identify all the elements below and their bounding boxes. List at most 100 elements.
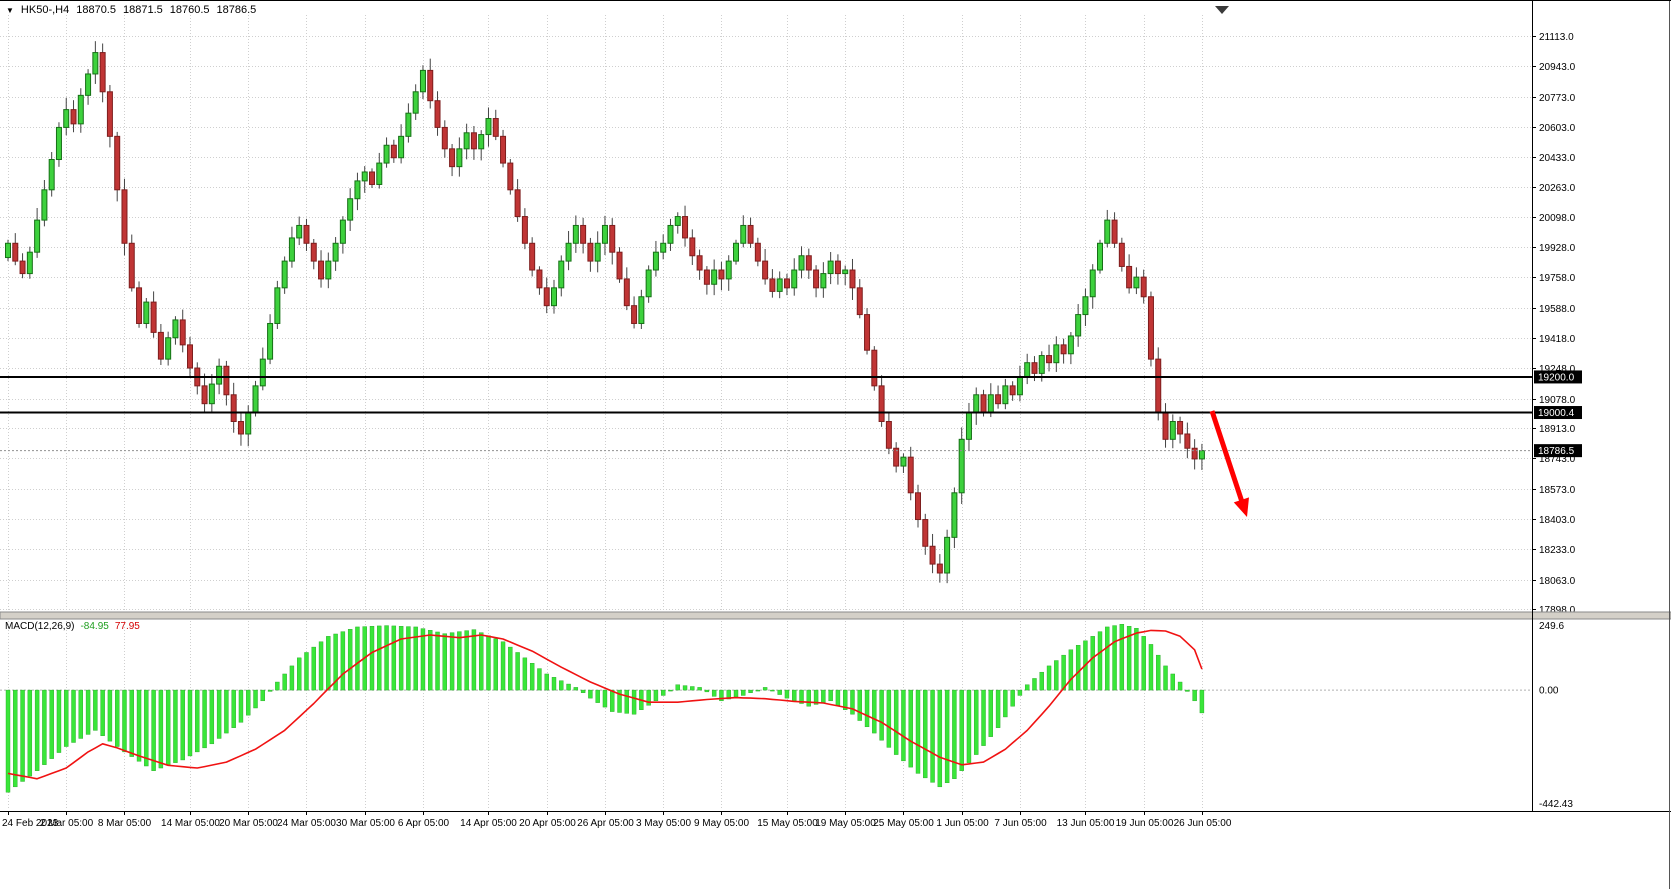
macd-histogram-bar [377,625,382,691]
macd-histogram-bar [835,689,841,706]
candle-body [136,287,143,324]
macd-histogram-bar [1156,654,1161,691]
candle-body [208,383,215,405]
expand-triangle-icon[interactable]: ▼ [6,5,14,15]
candle-body [929,545,936,565]
macd-histogram-bar [1112,625,1117,691]
macd-indicator-header: MACD(12,26,9) -84.95 77.95 [5,621,140,632]
candle-body [500,135,507,164]
trend-arrow-head[interactable] [1233,497,1249,517]
candle-body [390,144,397,159]
symbol-timeframe-label: HK50-,H4 [20,4,70,16]
macd-histogram-bar [260,689,265,702]
macd-histogram-bar [202,689,207,749]
low-value: 18760.5 [169,4,210,16]
macd-histogram-bar [792,689,797,702]
candle-body [405,112,412,137]
candle-body [1031,362,1038,374]
candle-body [106,91,113,137]
candle-body [856,287,863,316]
open-value: 18870.5 [76,4,116,16]
macd-histogram-bar [828,689,833,702]
macd-histogram-bar [682,685,688,691]
macd-histogram-bar [347,629,353,691]
macd-histogram-bar [719,689,724,702]
candle-body [674,216,681,226]
candle-body [1147,296,1154,360]
macd-histogram-bar [129,689,134,757]
price-axis-label: 18573.0 [1539,485,1576,496]
macd-histogram-bar [165,689,171,766]
macd-histogram-bar [107,689,113,742]
close-value: 18786.5 [216,4,257,16]
candle-body [434,100,441,128]
macd-histogram-bar [231,689,236,728]
macd-histogram-bar [857,689,862,721]
candle-body [878,385,885,423]
candle-body [631,305,638,324]
trend-arrow-line[interactable] [1209,410,1246,508]
macd-histogram-bar [1061,654,1066,691]
macd-histogram-bar [697,687,702,691]
price-axis-label: 19078.0 [1539,395,1576,406]
candle-body [834,260,841,275]
macd-histogram-bar [1090,636,1095,691]
macd-histogram-bar [886,689,892,748]
date-axis-label: 2 Mar 05:00 [40,818,94,829]
macd-histogram-bar [85,689,91,735]
macd-histogram-bar [733,689,739,698]
candle-body [718,269,725,280]
candle-body [995,394,1002,405]
date-axis-label: 30 Mar 05:00 [336,818,395,829]
price-axis-label: 19758.0 [1539,273,1576,284]
macd-histogram-bar [1017,689,1023,696]
macd-histogram-bar [661,689,666,696]
candle-body [740,224,747,244]
price-tag [1534,444,1582,458]
candle-body [1053,344,1060,364]
macd-histogram-bar [136,689,142,762]
candle-body [1009,385,1016,396]
candle-body [441,126,448,150]
candle-body [936,563,943,574]
chart-shift-marker-icon[interactable] [1215,6,1229,14]
candle-body [973,394,980,414]
candle-body [776,278,783,292]
macd-histogram-bar [515,652,520,691]
macd-histogram-bar [471,629,477,691]
candle-body [682,216,689,239]
candle-body [252,385,259,414]
price-axis-label: 20943.0 [1539,62,1576,73]
candle-body [754,242,761,262]
high-value: 18871.5 [122,4,163,16]
candle-body [230,394,237,423]
candle-body [551,287,557,307]
macd-histogram-bar [20,689,25,782]
candle-body [587,242,594,262]
candle-body [507,162,514,191]
candle-body [281,260,288,289]
candle-body [376,162,383,185]
macd-histogram-bar [937,689,943,788]
candle-body [34,219,41,253]
panel-separator[interactable] [0,611,1671,620]
macd-histogram-bar [435,631,440,691]
date-axis-label: 19 Jun 05:00 [1116,818,1174,829]
macd-histogram-bar [34,689,40,771]
macd-histogram-bar [879,689,884,741]
macd-histogram-bar [610,689,615,712]
candle-body [747,224,754,244]
macd-histogram-bar [1199,689,1205,714]
candle-body [791,269,798,289]
macd-histogram-bar [27,689,33,777]
macd-histogram-bar [624,689,629,714]
macd-histogram-bar [901,689,906,762]
candle-body [99,52,106,93]
candle-body [594,242,601,262]
candle-body [1024,362,1031,378]
candle-body [456,148,463,168]
date-axis-label: 1 Jun 05:00 [936,818,989,829]
candle-body [179,319,186,346]
candle-body [157,331,164,360]
